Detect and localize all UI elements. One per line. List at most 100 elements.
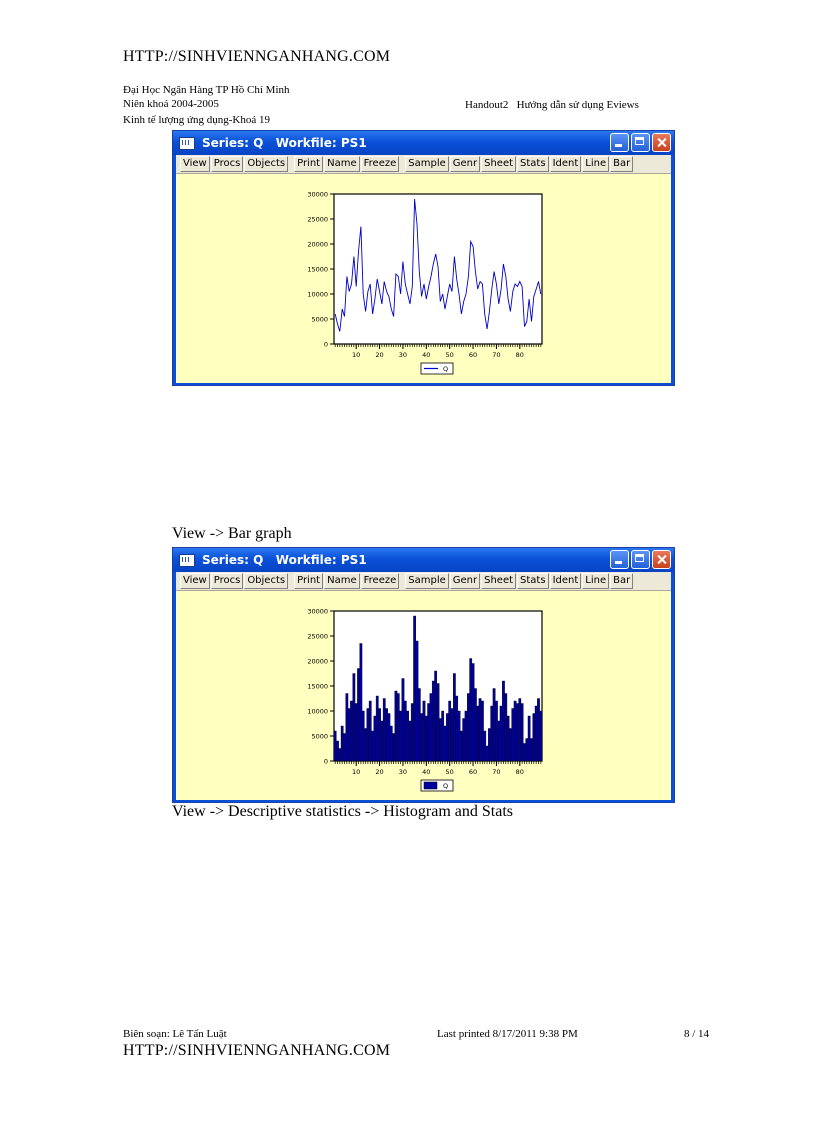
bar-q [368,700,372,762]
bar-q [424,715,428,762]
bar-q [530,738,533,762]
y-tick-label: 30000 [307,608,328,616]
bar-q [488,728,491,762]
legend-label: Q [443,365,448,373]
bar-q [467,693,470,762]
close-icon[interactable] [652,133,671,152]
sheet-button[interactable]: Sheet [481,573,517,589]
freeze-button[interactable]: Freeze [360,156,400,172]
view-button[interactable]: View [180,573,210,589]
bar-button[interactable]: Bar [610,156,634,172]
caption-histogram: View -> Descriptive statistics -> Histog… [172,803,514,820]
window-titlebar[interactable]: Series: Q Workfile: PS1 [173,131,674,155]
x-tick-label: 60 [469,768,477,776]
bar-q [378,708,381,762]
maximize-icon[interactable] [631,550,650,569]
bar-q [492,688,496,762]
legend-bar-swatch [423,781,438,790]
bar-q [513,700,517,762]
y-tick-label: 15000 [307,683,328,691]
series-window-bar[interactable]: Series: Q Workfile: PS1 View Procs Objec… [172,547,675,803]
bar-q [516,703,519,762]
bar-q [338,748,342,762]
footer-url[interactable]: HTTP://SINHVIENNGANHANG.COM [123,1042,391,1059]
bar-q [464,710,468,762]
bar-q [429,693,433,762]
series-window-line[interactable]: Series: Q Workfile: PS1 View Procs Objec… [172,130,675,386]
series-toolbar: View Procs Objects Print Name Freeze Sam… [176,155,671,174]
x-tick-label: 70 [492,768,500,776]
bar-q [417,688,421,762]
bar-q [497,720,501,762]
bar-q [375,695,379,762]
bar-q [443,725,447,762]
bar-q [408,720,412,762]
bar-q [336,740,339,762]
bar-q [394,690,398,762]
header-url[interactable]: HTTP://SINHVIENNGANHANG.COM [123,48,391,65]
bar-q [539,710,543,762]
legend-label: Q [443,782,448,790]
bar-q [445,713,449,762]
bar-q [483,730,487,762]
genr-button[interactable]: Genr [449,573,481,589]
bar-q [333,730,337,762]
x-tick-label: 10 [352,768,360,776]
stats-button[interactable]: Stats [517,573,549,589]
print-button[interactable]: Print [294,573,324,589]
bar-q [485,745,489,762]
print-button[interactable]: Print [294,156,324,172]
bar-q [392,733,395,762]
x-tick-label: 30 [399,351,407,359]
y-tick-label: 25000 [307,216,328,224]
bar-q [422,700,426,762]
bar-q [431,680,435,762]
ident-button[interactable]: Ident [549,573,582,589]
series-q-line [334,198,542,332]
ident-button[interactable]: Ident [549,156,582,172]
freeze-button[interactable]: Freeze [360,573,400,589]
bar-button[interactable]: Bar [610,573,634,589]
view-button[interactable]: View [180,156,210,172]
name-button[interactable]: Name [324,156,360,172]
close-icon[interactable] [652,550,671,569]
x-tick-label: 50 [446,768,454,776]
procs-button[interactable]: Procs [210,573,244,589]
maximize-icon[interactable] [631,133,650,152]
sample-button[interactable]: Sample [405,156,449,172]
line-button[interactable]: Line [582,156,610,172]
bar-q [406,710,409,762]
bar-q [371,730,374,762]
x-tick-label: 70 [492,351,500,359]
sample-button[interactable]: Sample [405,573,449,589]
bar-q [471,663,475,762]
sheet-button[interactable]: Sheet [481,156,517,172]
footer-page-number: 8 / 14 [684,1028,710,1040]
x-tick-label: 30 [399,768,407,776]
minimize-icon[interactable] [610,550,629,569]
objects-button[interactable]: Objects [244,573,289,589]
y-tick-label: 0 [324,341,328,349]
minimize-icon[interactable] [610,133,629,152]
objects-button[interactable]: Objects [244,156,289,172]
name-button[interactable]: Name [324,573,360,589]
x-tick-label: 40 [422,351,430,359]
stats-button[interactable]: Stats [517,156,549,172]
line-button[interactable]: Line [582,573,610,589]
header-course-year: Niên khoá 2004-2005 [123,98,219,110]
series-toolbar: View Procs Objects Print Name Freeze Sam… [176,572,671,591]
y-tick-label: 15000 [307,266,328,274]
bar-q [382,698,386,762]
bar-q [490,705,494,762]
bar-q [366,708,370,762]
bar-q [495,700,498,762]
bar-q [373,715,377,762]
bar-q [401,678,405,762]
bar-q [527,715,531,762]
genr-button[interactable]: Genr [449,156,481,172]
y-tick-label: 30000 [307,191,328,199]
window-titlebar[interactable]: Series: Q Workfile: PS1 [173,548,674,572]
procs-button[interactable]: Procs [210,156,244,172]
bar-q [427,703,431,762]
bar-q [441,710,445,762]
